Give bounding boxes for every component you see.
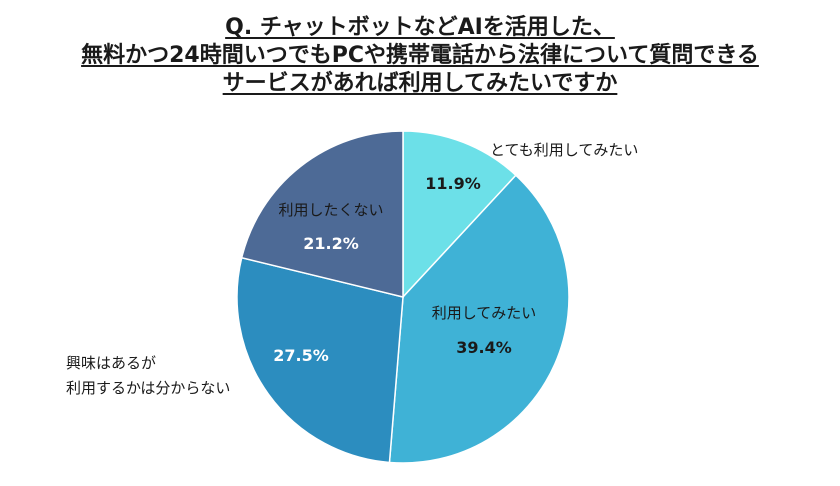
title-line-2-text: 無料かつ24時間いつでもPCや携帯電話から法律について質問できる (81, 43, 759, 68)
slice-label-line: とても利用してみたい (490, 141, 638, 159)
pie-slice-4 (240, 130, 404, 298)
title-line-1-text: Q. チャットボットなどAIを活用した、 (225, 15, 615, 40)
slice-label-2: 利用してみたい (432, 304, 537, 322)
title-line-2: 無料かつ24時間いつでもPCや携帯電話から法律について質問できる (0, 42, 840, 70)
slice-label-1: とても利用してみたい (490, 141, 638, 159)
slice-label-line: 利用したくない (278, 201, 383, 219)
slice-value-3: 27.5% (273, 346, 329, 365)
title-line-3-text: サービスがあれば利用してみたいですか (222, 71, 618, 96)
slice-label-line: 興味はあるが (66, 354, 156, 372)
slice-value-4: 21.2% (303, 234, 359, 253)
pie-slice-3 (236, 256, 404, 464)
title-line-1: Q. チャットボットなどAIを活用した、 (0, 14, 840, 42)
slice-value-1: 11.9% (425, 174, 481, 193)
chart-title: Q. チャットボットなどAIを活用した、 無料かつ24時間いつでもPCや携帯電話… (0, 14, 840, 98)
title-line-3: サービスがあれば利用してみたいですか (0, 70, 840, 98)
slice-value-2: 39.4% (456, 338, 512, 357)
pie-slice-2 (388, 174, 570, 464)
slice-label-4: 利用したくない (278, 201, 383, 219)
slice-label-line: 利用してみたい (432, 304, 537, 322)
pie-slice-1 (402, 130, 517, 299)
slice-label-line: 利用するかは分からない (66, 379, 230, 397)
slice-label-3: 興味はあるが利用するかは分からない (66, 354, 230, 397)
